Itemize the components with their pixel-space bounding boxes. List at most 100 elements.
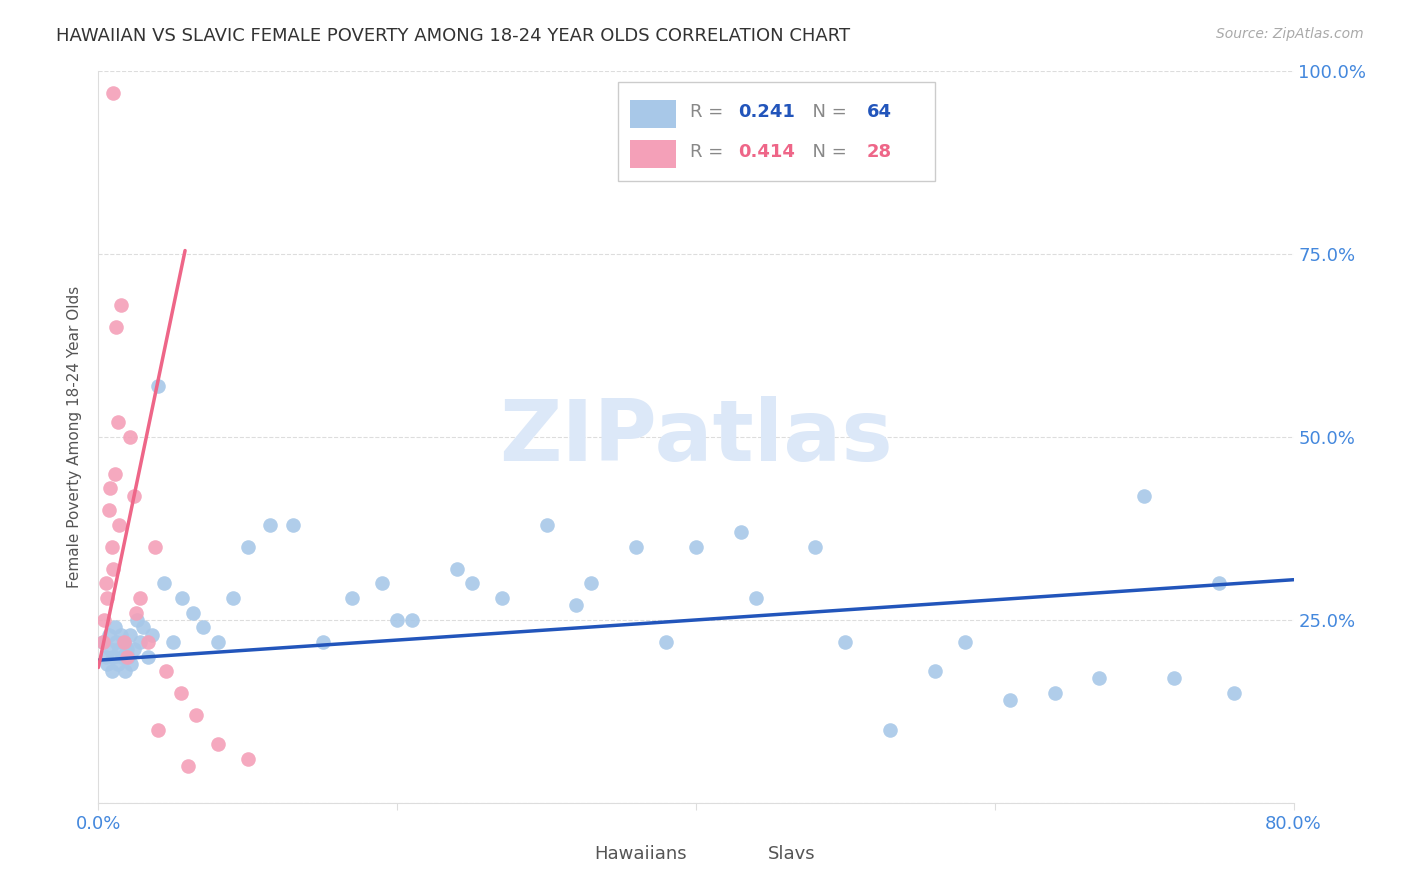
Point	[1088, 672, 1111, 686]
Point	[101, 664, 124, 678]
Point	[565, 599, 588, 613]
Point	[98, 642, 122, 657]
Point	[177, 759, 200, 773]
Point	[91, 635, 114, 649]
Bar	[725, 842, 762, 863]
Point	[94, 576, 117, 591]
Text: N =: N =	[801, 103, 852, 120]
Point	[184, 708, 207, 723]
Point	[105, 320, 128, 334]
Point	[111, 649, 134, 664]
Point	[141, 627, 163, 641]
Point	[536, 517, 558, 532]
Point	[207, 635, 229, 649]
Point	[581, 576, 603, 591]
Point	[1043, 686, 1066, 700]
Point	[730, 525, 752, 540]
Text: Slavs: Slavs	[768, 845, 815, 863]
Text: HAWAIIAN VS SLAVIC FEMALE POVERTY AMONG 18-24 YEAR OLDS CORRELATION CHART: HAWAIIAN VS SLAVIC FEMALE POVERTY AMONG …	[56, 27, 851, 45]
Point	[446, 562, 468, 576]
Point	[655, 635, 678, 649]
Text: 28: 28	[868, 143, 891, 161]
Point	[103, 87, 125, 101]
Point	[105, 635, 128, 649]
Point	[114, 664, 136, 678]
Text: R =: R =	[690, 143, 728, 161]
Point	[108, 642, 131, 657]
Point	[97, 503, 120, 517]
Text: ZIPatlas: ZIPatlas	[499, 395, 893, 479]
Point	[148, 379, 170, 393]
Point	[112, 635, 135, 649]
Text: 64: 64	[868, 103, 891, 120]
Point	[236, 540, 259, 554]
Point	[129, 635, 152, 649]
Point	[136, 635, 159, 649]
Point	[745, 591, 768, 605]
Bar	[630, 140, 676, 168]
Point	[172, 591, 194, 605]
Point	[132, 620, 155, 634]
Point	[191, 620, 214, 634]
Point	[108, 517, 131, 532]
Point	[311, 635, 333, 649]
Text: Source: ZipAtlas.com: Source: ZipAtlas.com	[1216, 27, 1364, 41]
Point	[104, 620, 127, 634]
Bar	[619, 82, 935, 181]
Point	[162, 635, 184, 649]
Point	[342, 591, 364, 605]
Point	[998, 693, 1021, 707]
Point	[924, 664, 946, 678]
Point	[385, 613, 409, 627]
Point	[110, 627, 132, 641]
Point	[401, 613, 423, 627]
Point	[953, 635, 976, 649]
Point	[127, 613, 149, 627]
Point	[112, 635, 135, 649]
Bar	[630, 100, 676, 128]
Point	[834, 635, 856, 649]
Point	[879, 723, 901, 737]
Point	[148, 723, 170, 737]
Point	[281, 517, 304, 532]
Point	[97, 627, 120, 641]
Point	[371, 576, 394, 591]
Y-axis label: Female Poverty Among 18-24 Year Olds: Female Poverty Among 18-24 Year Olds	[67, 286, 83, 588]
Point	[115, 642, 138, 657]
Point	[98, 481, 122, 495]
Point	[104, 467, 127, 481]
Text: Hawaiians: Hawaiians	[595, 845, 688, 863]
Point	[491, 591, 513, 605]
Text: 0.241: 0.241	[738, 103, 794, 120]
Point	[118, 430, 141, 444]
Text: R =: R =	[690, 103, 728, 120]
Point	[115, 649, 138, 664]
Point	[181, 606, 204, 620]
Point	[155, 664, 177, 678]
Point	[222, 591, 245, 605]
Point	[1208, 576, 1230, 591]
Text: N =: N =	[801, 143, 852, 161]
Point	[461, 576, 484, 591]
Point	[124, 642, 146, 657]
Point	[103, 649, 125, 664]
Bar	[553, 842, 589, 863]
Point	[91, 635, 114, 649]
Point	[120, 657, 142, 671]
Point	[1223, 686, 1246, 700]
Point	[94, 649, 117, 664]
Point	[107, 416, 129, 430]
Point	[96, 591, 118, 605]
Point	[129, 591, 152, 605]
Point	[118, 627, 141, 641]
Point	[93, 613, 115, 627]
Point	[1163, 672, 1185, 686]
Point	[124, 489, 146, 503]
Point	[685, 540, 707, 554]
Point	[207, 737, 229, 751]
Point	[101, 540, 124, 554]
Point	[236, 752, 259, 766]
Point	[259, 517, 281, 532]
Text: 0.414: 0.414	[738, 143, 794, 161]
Point	[125, 606, 148, 620]
